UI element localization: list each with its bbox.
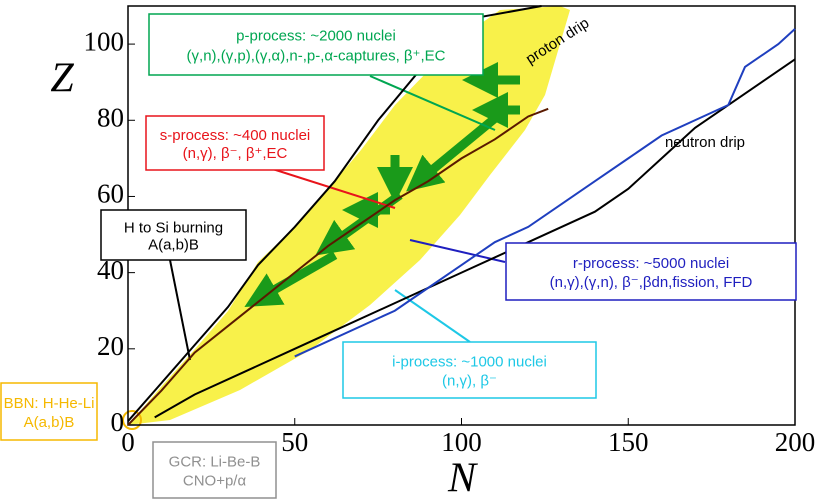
y-tick-label: 100: [84, 26, 125, 56]
annotation-box: [100, 209, 247, 261]
series-line: [154, 58, 796, 419]
x-tick-label: 150: [608, 427, 649, 457]
annotation-text: (n,γ),(γ,n), β⁻,βdn,fission, FFD: [550, 274, 753, 291]
bbn-marker: [122, 410, 142, 430]
annotation-text: GCR: Li-Be-B: [169, 454, 261, 471]
annotation-text: s-process: ~400 nuclei: [160, 127, 311, 144]
annotation-text: i-process: ~1000 nuclei: [392, 354, 547, 371]
series-label: neutron drip: [665, 134, 745, 151]
annotation-box: [0, 382, 98, 441]
x-tick-label: 100: [441, 427, 482, 457]
series-line: [294, 28, 796, 358]
annotation-text: BBN: H-He-Li: [4, 395, 95, 412]
y-tick-label: 20: [97, 331, 124, 361]
annotation-text: p-process: ~2000 nuclei: [236, 27, 396, 44]
annotation-text: r-process: ~5000 nuclei: [573, 255, 729, 272]
x-axis-label: N: [447, 456, 478, 502]
y-tick-label: 0: [111, 407, 125, 437]
annotation-box: [505, 242, 797, 301]
annotation-box: [342, 341, 597, 399]
annotation-text: (n,γ), β⁻: [442, 372, 497, 389]
annotation-box: [148, 13, 484, 76]
y-tick-label: 60: [97, 179, 124, 209]
annotation-text: (γ,n),(γ,p),(γ,α),n-,p-,α-captures, β⁺,E…: [187, 48, 446, 65]
x-tick-label: 200: [775, 427, 815, 457]
y-tick-label: 80: [97, 102, 124, 132]
annotation-text: CNO+p/α: [183, 472, 247, 489]
x-tick-label: 50: [281, 427, 308, 457]
connectors: [169, 75, 506, 361]
series-line: [127, 107, 549, 426]
x-tick-label: 0: [121, 427, 135, 457]
y-axis-label: Z: [50, 56, 74, 102]
annotation-box: [145, 115, 325, 171]
annotation-box: [152, 441, 277, 499]
annotation-text: (n,γ), β⁻, β⁺,EC: [183, 145, 288, 162]
annotation-text: H to Si burning: [124, 220, 223, 237]
annotation-text: A(a,b)B: [24, 414, 75, 431]
annotation-text: A(a,b)B: [148, 236, 199, 253]
